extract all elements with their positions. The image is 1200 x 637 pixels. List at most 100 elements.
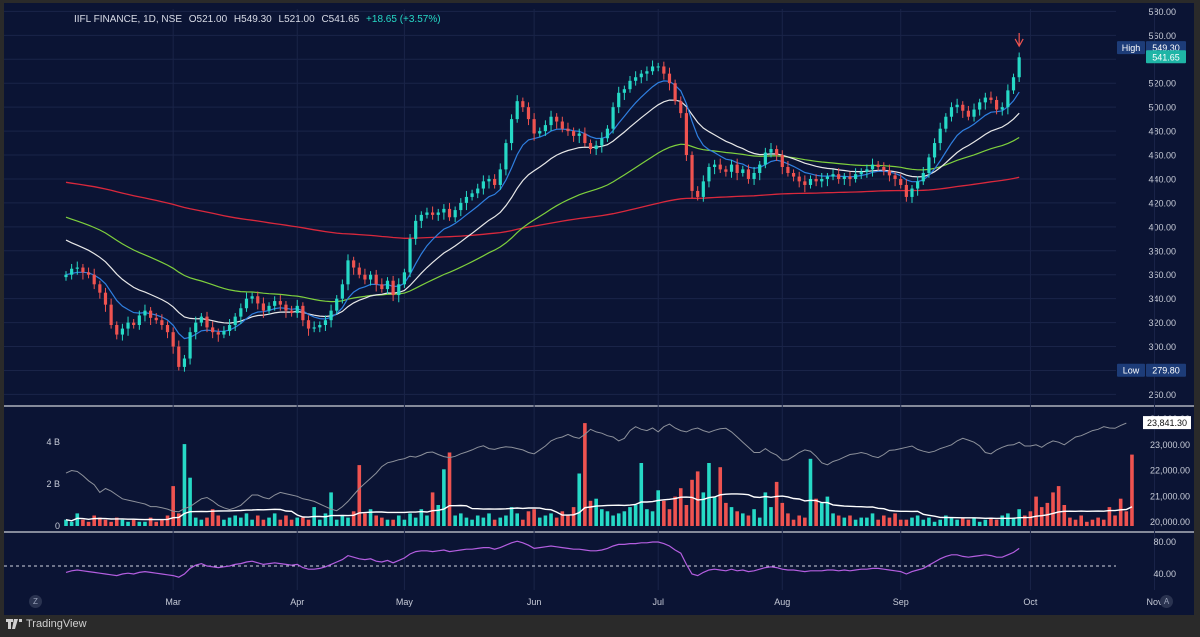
volume-bar — [537, 517, 542, 526]
candle-body — [780, 155, 784, 167]
volume-bar — [724, 502, 728, 526]
candle-body — [786, 167, 790, 173]
volume-bar — [752, 509, 756, 526]
candle-body — [115, 325, 119, 335]
candle-body — [1000, 107, 1004, 110]
candle-body — [261, 303, 265, 311]
volume-bar — [64, 519, 68, 526]
price-tick-label: 440.00 — [1148, 174, 1176, 184]
candle-body — [600, 138, 604, 146]
volume-bar — [267, 517, 271, 526]
volume-bar — [475, 515, 480, 526]
volume-bar — [227, 517, 232, 526]
volume-bar — [927, 517, 931, 526]
price-tick-label: 320.00 — [1148, 318, 1176, 328]
candle-body — [735, 164, 739, 173]
volume-bar — [983, 519, 988, 526]
candle-body — [842, 176, 846, 179]
price-tick-label: 400.00 — [1148, 222, 1176, 232]
candle-body — [848, 176, 852, 179]
candle-body — [791, 172, 796, 177]
low-value: L521.00 — [278, 14, 315, 25]
candle-body — [380, 284, 384, 290]
volume-bar — [707, 463, 711, 526]
candle-body — [476, 188, 480, 194]
volume-bar — [684, 505, 689, 526]
volume-bar — [391, 519, 395, 526]
volume-bar — [380, 517, 384, 526]
candle-body — [983, 97, 987, 103]
auto-scale-z-button[interactable]: Z — [29, 595, 42, 608]
volume-bar — [1034, 496, 1038, 526]
volume-bar — [1068, 517, 1072, 526]
volume-bar — [148, 517, 153, 526]
candle-body — [290, 310, 294, 314]
volume-bar — [1096, 517, 1100, 526]
candle-body — [526, 107, 531, 120]
candle-body — [64, 274, 68, 278]
candle-body — [126, 322, 130, 329]
volume-bar — [1028, 511, 1033, 526]
x-tick-label: Apr — [290, 597, 304, 607]
volume-bar — [786, 513, 790, 526]
candle-body — [340, 284, 344, 299]
candle-body — [831, 174, 835, 177]
candle-body — [746, 169, 751, 179]
candle-body — [103, 292, 108, 305]
candle-body — [431, 212, 435, 215]
candle-body — [859, 171, 863, 175]
volume-bar — [368, 509, 373, 526]
volume-bar — [712, 496, 717, 526]
volume-bar — [769, 507, 773, 526]
rsi-line — [65, 540, 1020, 578]
last-price-badge-text: 541.65 — [1152, 52, 1180, 62]
candle-body — [177, 346, 181, 367]
volume-bar — [1056, 486, 1061, 526]
candle-body — [775, 149, 779, 156]
volume-bar — [363, 513, 367, 526]
volume-bar — [819, 502, 824, 526]
volume-bar — [904, 519, 909, 526]
volume-bar — [600, 509, 604, 526]
candle-body — [368, 274, 373, 280]
volume-bar — [216, 515, 221, 526]
volume-bar — [870, 513, 875, 526]
volume-bar — [977, 521, 982, 526]
high-label-badge-bg — [1117, 41, 1145, 55]
symbol-label[interactable]: IIFL FINANCE, 1D, NSE — [74, 14, 182, 25]
volume-bar — [944, 515, 948, 526]
volume-bar — [960, 517, 965, 526]
price-tick-label: 580.00 — [1148, 7, 1176, 17]
chart-frame: 580.00560.00540.00520.00500.00480.00460.… — [4, 3, 1194, 615]
candle-body — [498, 169, 502, 185]
tradingview-logo[interactable]: TradingView — [6, 618, 87, 630]
candle-body — [995, 99, 999, 110]
chart-canvas[interactable]: 580.00560.00540.00520.00500.00480.00460.… — [4, 3, 1194, 615]
volume-bar — [735, 511, 739, 526]
volume-bar — [318, 519, 322, 526]
volume-bar — [639, 463, 644, 526]
candle-body — [233, 316, 237, 325]
auto-scale-a-button[interactable]: A — [1160, 595, 1173, 608]
candle-body — [887, 170, 892, 176]
candle-body — [515, 101, 519, 120]
volume-bar — [75, 513, 80, 526]
candle-body — [70, 268, 74, 275]
volume-bar — [205, 517, 209, 526]
price-tick-label: 360.00 — [1148, 270, 1176, 280]
candle-body — [572, 131, 576, 136]
high-label-badge: High — [1117, 41, 1145, 55]
volume-bar — [1062, 505, 1067, 526]
candle-body — [955, 104, 959, 108]
candle-body — [408, 238, 412, 273]
volume-bar — [408, 513, 412, 526]
volume-bar — [103, 519, 108, 526]
candle-body — [899, 178, 903, 185]
candle-body — [447, 208, 452, 218]
volume-bar — [447, 452, 452, 526]
candle-body — [160, 320, 164, 325]
candle-body — [1011, 77, 1016, 91]
candle-body — [803, 181, 807, 185]
candle-body — [944, 116, 948, 129]
candle-body — [414, 220, 418, 239]
